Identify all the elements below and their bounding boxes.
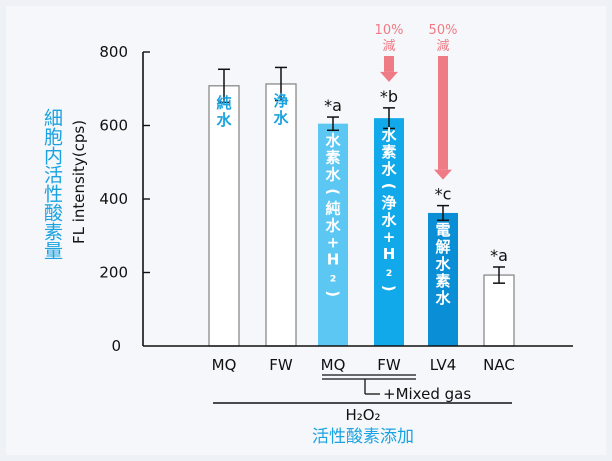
y-tick-label: 600 bbox=[99, 117, 128, 135]
mixed-gas-bracket: +Mixed gas bbox=[322, 378, 471, 403]
reduction-percent: 50% bbox=[429, 23, 458, 38]
bar-inner-char: ₂ bbox=[330, 268, 337, 286]
bar-inner-char: 浄 bbox=[381, 194, 396, 212]
y-tick-label: 400 bbox=[99, 190, 128, 208]
reduction-percent: 10% bbox=[375, 23, 404, 38]
bar-inner-char: H bbox=[383, 245, 396, 263]
reduction-label: 減 bbox=[436, 38, 449, 54]
bar-inner-char: 水 bbox=[381, 211, 397, 229]
bar-inner-char: 純 bbox=[325, 200, 340, 218]
category-label: MQ bbox=[321, 356, 346, 374]
bar-inner-char: + bbox=[383, 228, 396, 246]
treatment-bracket: H₂O₂ 活性酸素添加 bbox=[213, 402, 512, 447]
reduction-arrow-head bbox=[380, 71, 398, 82]
reduction-label: 減 bbox=[382, 38, 395, 54]
bar-inner-char: 水 bbox=[216, 111, 232, 129]
bar-inner-char: 水 bbox=[325, 217, 341, 235]
bar-inner-char: 素 bbox=[381, 143, 396, 161]
significance-label: *b bbox=[380, 87, 398, 106]
category-label: LV4 bbox=[430, 356, 457, 374]
treatment-label-jp: 活性酸素添加 bbox=[312, 427, 414, 447]
significance-label: *a bbox=[490, 246, 508, 265]
reduction-arrow-head bbox=[434, 169, 452, 180]
reduction-arrow-shaft bbox=[438, 56, 448, 170]
mixed-gas-label: +Mixed gas bbox=[383, 385, 471, 403]
bar bbox=[318, 123, 348, 346]
y-axis-label-en: FL intensity(cps) bbox=[70, 120, 88, 244]
y-axis-label-jp: 細胞内活性酸素量 bbox=[41, 108, 63, 260]
bar-inner-char: 水 bbox=[325, 166, 341, 184]
bar-inner-char: 水 bbox=[435, 289, 451, 307]
bar bbox=[483, 274, 515, 347]
labels: 純水MQ浄水FW*a水素水(純水+H₂)MQ*b水素水(浄水+H₂)FW*c電解… bbox=[212, 23, 515, 376]
chart-panel bbox=[6, 6, 606, 455]
significance-label: *a bbox=[324, 96, 342, 115]
bar-inner-char: 水 bbox=[435, 255, 451, 273]
bar-inner-char: 素 bbox=[435, 272, 450, 290]
category-label: FW bbox=[377, 356, 401, 374]
bar-inner-char: H bbox=[327, 251, 340, 269]
bar-inner-char: 解 bbox=[435, 238, 450, 256]
bar-inner-char: ) bbox=[324, 290, 342, 297]
y-tick-label: 200 bbox=[99, 264, 128, 282]
category-label: NAC bbox=[483, 356, 515, 374]
y-tick-label: 0 bbox=[111, 337, 121, 355]
bar-inner-char: 純 bbox=[216, 94, 231, 112]
y-tick-label: 800 bbox=[99, 43, 128, 61]
bar-inner-char: 浄 bbox=[273, 92, 288, 110]
treatment-label: H₂O₂ bbox=[345, 406, 380, 424]
bar bbox=[374, 118, 404, 347]
bar bbox=[265, 83, 297, 347]
bar-inner-char: 素 bbox=[325, 149, 340, 167]
bar-inner-char: 水 bbox=[381, 126, 397, 144]
category-label: FW bbox=[269, 356, 293, 374]
bar-inner-char: ) bbox=[380, 285, 398, 292]
significance-label: *c bbox=[435, 185, 452, 204]
bar-inner-char: ( bbox=[380, 183, 398, 190]
reduction-arrow-shaft bbox=[384, 56, 394, 72]
bar-inner-char: 電 bbox=[435, 221, 450, 239]
bars bbox=[208, 66, 515, 347]
bar bbox=[428, 212, 458, 346]
y-axis: 0 200 400 600 800 bbox=[99, 43, 150, 355]
bar-inner-char: + bbox=[327, 234, 340, 252]
bar-inner-char: 水 bbox=[381, 160, 397, 178]
bar-inner-char: 水 bbox=[325, 132, 341, 150]
bar-inner-char: ( bbox=[324, 188, 342, 195]
bar bbox=[208, 85, 240, 347]
category-label: MQ bbox=[212, 356, 237, 374]
bar-inner-char: ₂ bbox=[386, 262, 393, 280]
bar-inner-char: 水 bbox=[273, 109, 289, 127]
